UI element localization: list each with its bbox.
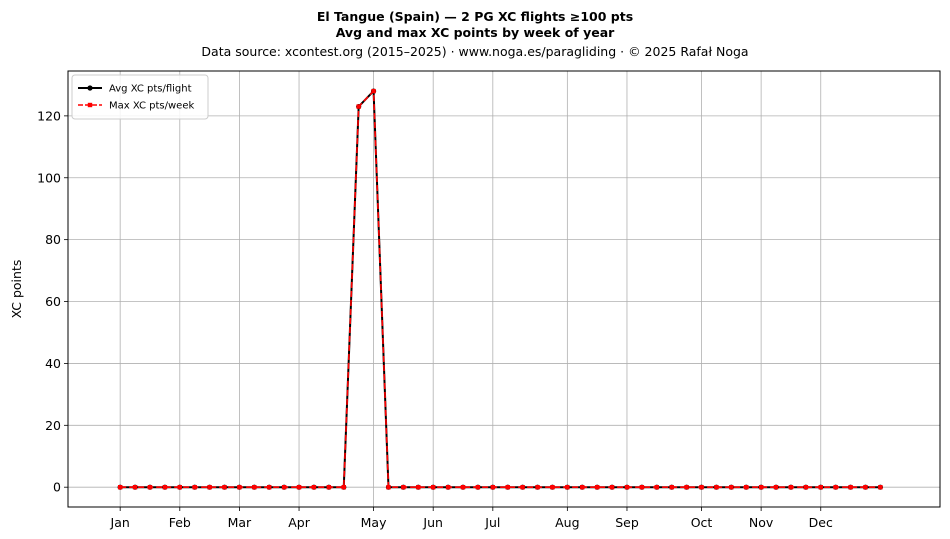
x-tick-label-oct: Oct xyxy=(691,515,713,530)
data-point-max xyxy=(311,484,317,490)
data-point-max xyxy=(237,484,242,490)
data-point-max xyxy=(117,484,123,490)
data-point-max xyxy=(758,484,764,490)
x-tick-label-apr: Apr xyxy=(288,515,310,530)
series-layer xyxy=(117,88,883,490)
legend-label: Max XC pts/week xyxy=(109,101,194,112)
chart-title-line-1: El Tangue (Spain) — 2 PG XC flights ≥100… xyxy=(317,9,633,24)
data-point-max xyxy=(371,88,376,94)
y-tick-label: 20 xyxy=(45,418,61,433)
x-tick-label-aug: Aug xyxy=(555,515,579,530)
grid-layer xyxy=(68,71,940,507)
x-tick-label-feb: Feb xyxy=(169,515,191,530)
y-tick-label: 100 xyxy=(37,170,61,185)
data-point-max xyxy=(386,484,391,490)
x-tick-label-mar: Mar xyxy=(228,515,252,530)
data-point-max xyxy=(565,484,570,490)
data-point-max xyxy=(833,484,838,490)
legend-swatch-marker xyxy=(87,102,93,108)
data-point-max xyxy=(296,484,302,490)
data-point-max xyxy=(654,484,659,490)
data-point-max xyxy=(803,484,809,490)
y-tick-label: 120 xyxy=(37,108,61,123)
x-tick-label-nov: Nov xyxy=(749,515,774,530)
legend-box xyxy=(71,74,209,120)
y-tick-label: 40 xyxy=(45,356,61,371)
data-point-max xyxy=(252,484,257,490)
data-point-max xyxy=(416,484,421,490)
data-point-max xyxy=(863,484,868,490)
legend-label: Avg XC pts/flight xyxy=(109,84,192,95)
data-point-max xyxy=(639,484,645,490)
series-line-avg xyxy=(120,90,881,489)
data-point-max xyxy=(207,484,212,490)
data-point-max xyxy=(460,484,466,490)
x-tick-label-jul: Jul xyxy=(484,515,500,530)
chart-subtitle: Data source: xcontest.org (2015–2025) · … xyxy=(201,44,748,59)
data-point-max xyxy=(684,484,689,490)
x-tick-label-jun: Jun xyxy=(422,515,443,530)
data-point-max xyxy=(624,484,630,490)
data-point-max xyxy=(490,484,496,490)
data-point-max xyxy=(550,484,555,490)
legend: Avg XC pts/flight Max XC pts/week xyxy=(71,74,209,120)
data-point-max xyxy=(356,104,361,109)
y-axis-label: XC points xyxy=(9,260,24,319)
data-point-max xyxy=(177,484,182,490)
data-point-max xyxy=(401,484,406,490)
data-point-max xyxy=(773,484,779,490)
data-point-max xyxy=(788,484,794,490)
x-tick-label-sep: Sep xyxy=(615,515,639,530)
y-tick-label: 60 xyxy=(45,294,61,309)
data-point-max xyxy=(669,484,674,490)
data-point-max xyxy=(326,484,332,490)
data-point-max xyxy=(430,484,436,490)
data-point-max xyxy=(609,484,615,490)
x-tick-label-may: May xyxy=(361,515,387,530)
data-point-max xyxy=(744,484,749,490)
data-point-max xyxy=(878,484,883,490)
series-line-max xyxy=(120,90,881,489)
data-point-max xyxy=(520,484,525,490)
legend-swatch-marker xyxy=(87,85,93,91)
data-point-max xyxy=(475,484,481,490)
data-point-max xyxy=(505,484,510,490)
axis-layer: 0 20 40 60 80 100 120 Jan Feb Mar Apr May Jun Jul Aug S… xyxy=(37,108,833,530)
data-point-max xyxy=(729,484,734,490)
data-point-max xyxy=(818,484,823,490)
data-point-max xyxy=(267,484,272,490)
data-point-max xyxy=(714,484,719,490)
data-point-max xyxy=(594,484,600,490)
data-point-max xyxy=(162,484,168,490)
data-point-max xyxy=(535,484,540,490)
y-tick-label: 0 xyxy=(53,480,61,495)
data-point-max xyxy=(699,484,704,490)
x-tick-label-jan: Jan xyxy=(110,515,130,530)
chart-title-line-2: Avg and max XC points by week of year xyxy=(336,25,615,40)
data-point-max xyxy=(281,484,287,490)
data-point-max xyxy=(445,484,451,490)
data-point-max xyxy=(341,484,346,490)
data-point-max xyxy=(192,484,197,490)
data-point-max xyxy=(580,484,585,490)
plot-frame xyxy=(67,70,941,508)
y-tick-label: 80 xyxy=(45,232,61,247)
data-point-max xyxy=(147,484,153,490)
data-point-max xyxy=(848,484,853,490)
x-tick-label-dec: Dec xyxy=(809,515,833,530)
data-point-max xyxy=(132,484,138,490)
data-point-max xyxy=(222,484,227,490)
